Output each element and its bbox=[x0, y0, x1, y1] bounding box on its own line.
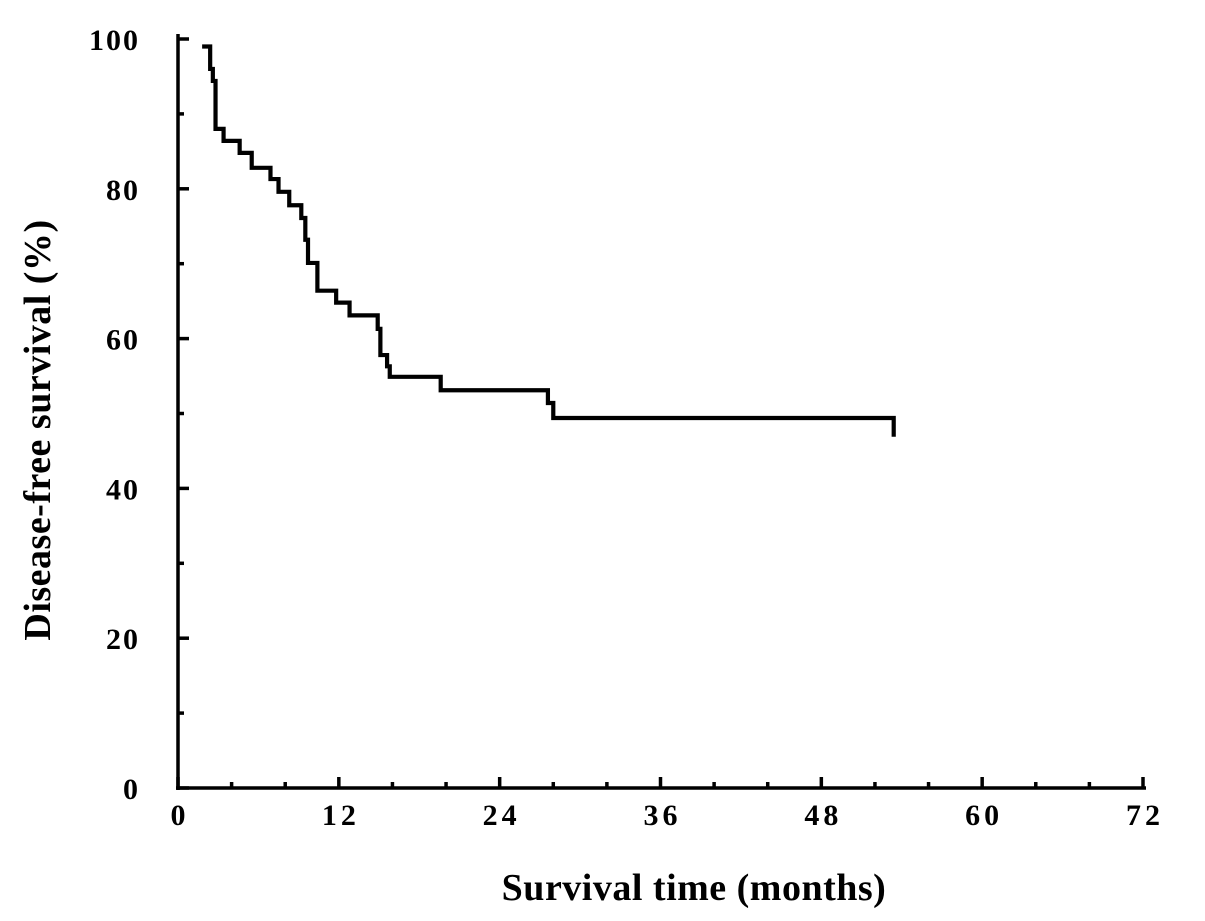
y-tick-label: 80 bbox=[106, 174, 140, 207]
x-tick-label: 48 bbox=[804, 799, 842, 832]
x-tick-label: 36 bbox=[644, 799, 682, 832]
x-tick-label: 12 bbox=[322, 799, 360, 832]
y-tick-label: 20 bbox=[106, 623, 140, 656]
y-tick-label: 0 bbox=[123, 773, 140, 806]
x-tick-label: 72 bbox=[1126, 799, 1164, 832]
x-tick-label: 60 bbox=[965, 799, 1003, 832]
y-tick-label: 100 bbox=[89, 24, 140, 57]
survival-curve bbox=[202, 44, 896, 437]
axes bbox=[176, 34, 1146, 790]
y-tick-label: 60 bbox=[106, 324, 140, 357]
tick-labels: 0 20 40 60 80 100 0 12 24 36 48 60 72 bbox=[89, 24, 1164, 832]
x-axis-title: Survival time (months) bbox=[502, 867, 887, 909]
x-tick-label: 0 bbox=[171, 799, 190, 832]
x-tick-label: 24 bbox=[483, 799, 521, 832]
y-axis-title: Disease-free survival (%) bbox=[17, 219, 59, 640]
y-tick-label: 40 bbox=[106, 473, 140, 506]
